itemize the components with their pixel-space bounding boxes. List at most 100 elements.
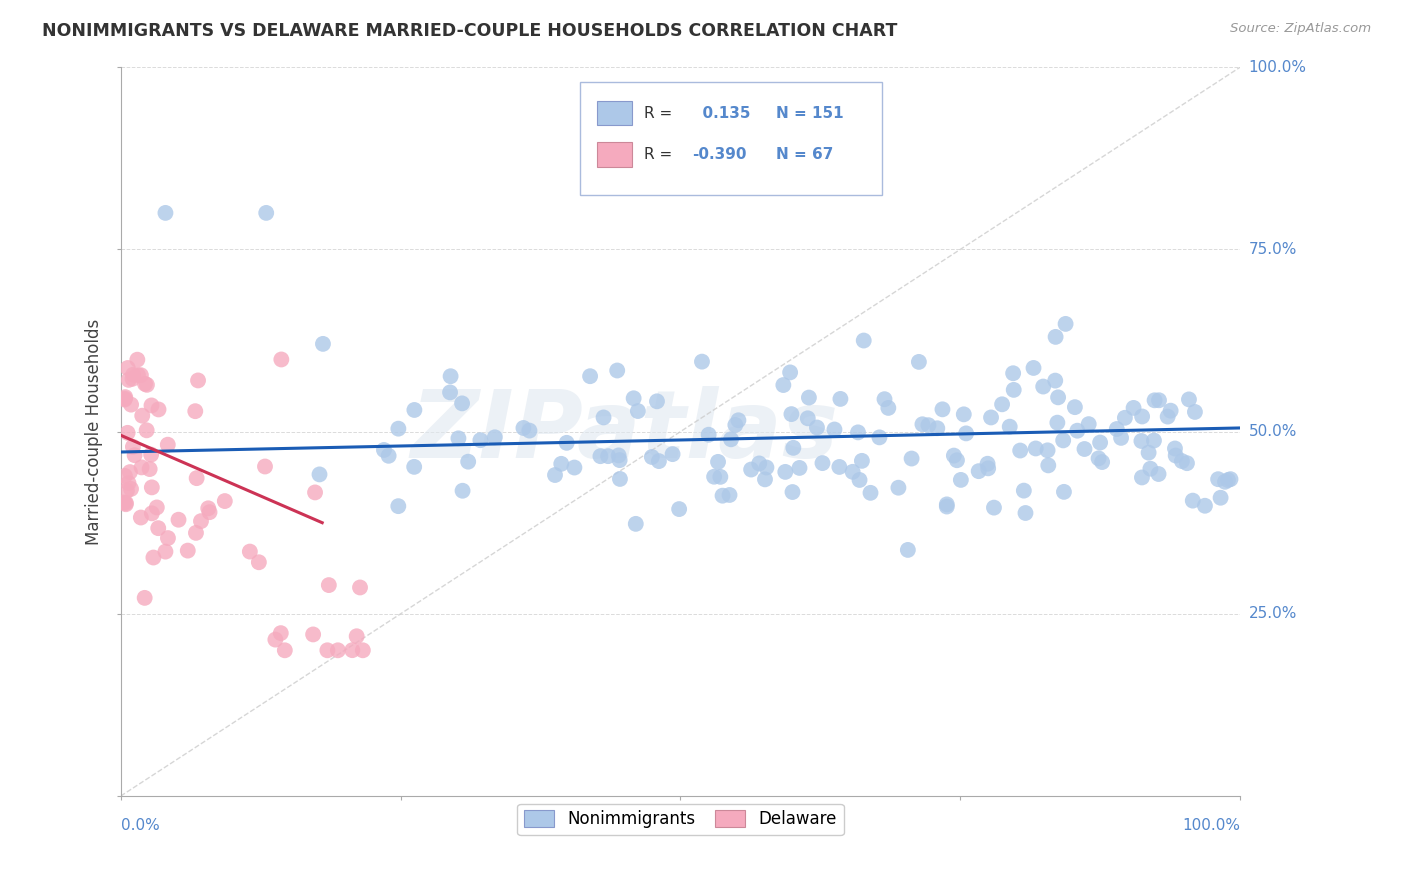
Point	[952, 408, 974, 422]
Point	[1046, 416, 1069, 430]
Point	[782, 485, 804, 500]
Point	[848, 473, 870, 487]
Point	[308, 467, 330, 482]
Point	[451, 396, 474, 410]
Point	[900, 451, 922, 466]
Point	[592, 410, 614, 425]
Point	[806, 420, 828, 434]
Point	[124, 448, 146, 462]
Y-axis label: Married-couple Households: Married-couple Households	[86, 318, 103, 545]
Point	[897, 542, 920, 557]
Point	[908, 355, 931, 369]
Point	[1036, 443, 1059, 458]
Point	[214, 494, 236, 508]
Point	[627, 404, 650, 418]
Point	[326, 643, 349, 657]
Point	[1164, 449, 1187, 463]
Point	[868, 430, 890, 444]
Point	[115, 497, 138, 511]
Point	[404, 459, 426, 474]
Point	[1213, 475, 1236, 489]
Text: 100.0%: 100.0%	[1182, 818, 1240, 833]
Point	[270, 352, 292, 367]
Point	[155, 206, 177, 220]
Point	[1045, 330, 1067, 344]
Point	[555, 435, 578, 450]
Point	[1184, 405, 1206, 419]
Point	[1219, 472, 1241, 486]
Text: NONIMMIGRANTS VS DELAWARE MARRIED-COUPLE HOUSEHOLDS CORRELATION CHART: NONIMMIGRANTS VS DELAWARE MARRIED-COUPLE…	[42, 22, 897, 40]
Point	[1181, 493, 1204, 508]
Point	[780, 407, 803, 421]
Point	[470, 433, 492, 447]
Point	[1147, 467, 1170, 481]
Point	[129, 510, 152, 524]
Point	[142, 550, 165, 565]
Point	[167, 513, 190, 527]
Point	[1156, 409, 1178, 424]
Point	[346, 629, 368, 643]
Text: 25.0%: 25.0%	[1249, 607, 1296, 622]
Point	[589, 449, 612, 463]
Point	[1122, 401, 1144, 415]
Point	[1002, 383, 1025, 397]
Point	[484, 430, 506, 444]
Point	[564, 460, 586, 475]
Point	[709, 470, 731, 484]
Point	[955, 426, 977, 441]
Point	[254, 206, 277, 220]
Point	[1053, 484, 1076, 499]
Point	[648, 454, 671, 468]
Point	[877, 401, 900, 415]
Point	[139, 448, 162, 462]
Point	[727, 413, 749, 427]
Point	[1091, 455, 1114, 469]
Point	[1175, 456, 1198, 470]
Point	[711, 489, 734, 503]
Point	[114, 392, 136, 407]
Point	[789, 461, 811, 475]
Point	[1054, 317, 1077, 331]
Point	[598, 449, 620, 463]
Point	[623, 392, 645, 406]
Point	[1137, 445, 1160, 459]
Point	[148, 521, 170, 535]
Point	[828, 459, 851, 474]
Text: ZIPatlas: ZIPatlas	[411, 385, 838, 477]
Point	[146, 500, 169, 515]
Point	[155, 544, 177, 558]
Point	[114, 392, 136, 406]
Point	[1052, 434, 1074, 448]
Point	[624, 516, 647, 531]
Point	[177, 543, 200, 558]
Point	[841, 465, 863, 479]
Point	[718, 488, 741, 502]
Point	[156, 438, 179, 452]
Point	[609, 472, 631, 486]
Point	[135, 423, 157, 437]
Point	[550, 457, 572, 471]
Point	[121, 372, 143, 386]
Point	[197, 501, 219, 516]
Point	[873, 392, 896, 407]
Point	[148, 402, 170, 417]
Point	[120, 482, 142, 496]
Point	[579, 369, 602, 384]
Point	[754, 472, 776, 486]
Text: Source: ZipAtlas.com: Source: ZipAtlas.com	[1230, 22, 1371, 36]
Point	[935, 497, 957, 511]
Point	[439, 385, 461, 400]
Point	[156, 531, 179, 545]
Point	[141, 506, 163, 520]
Point	[1206, 472, 1229, 486]
Point	[811, 456, 834, 470]
Point	[247, 555, 270, 569]
Point	[1087, 451, 1109, 466]
Point	[122, 368, 145, 382]
Point	[342, 643, 364, 657]
Point	[127, 352, 149, 367]
Point	[772, 378, 794, 392]
Point	[703, 469, 725, 483]
Point	[352, 643, 374, 657]
Point	[1010, 443, 1032, 458]
